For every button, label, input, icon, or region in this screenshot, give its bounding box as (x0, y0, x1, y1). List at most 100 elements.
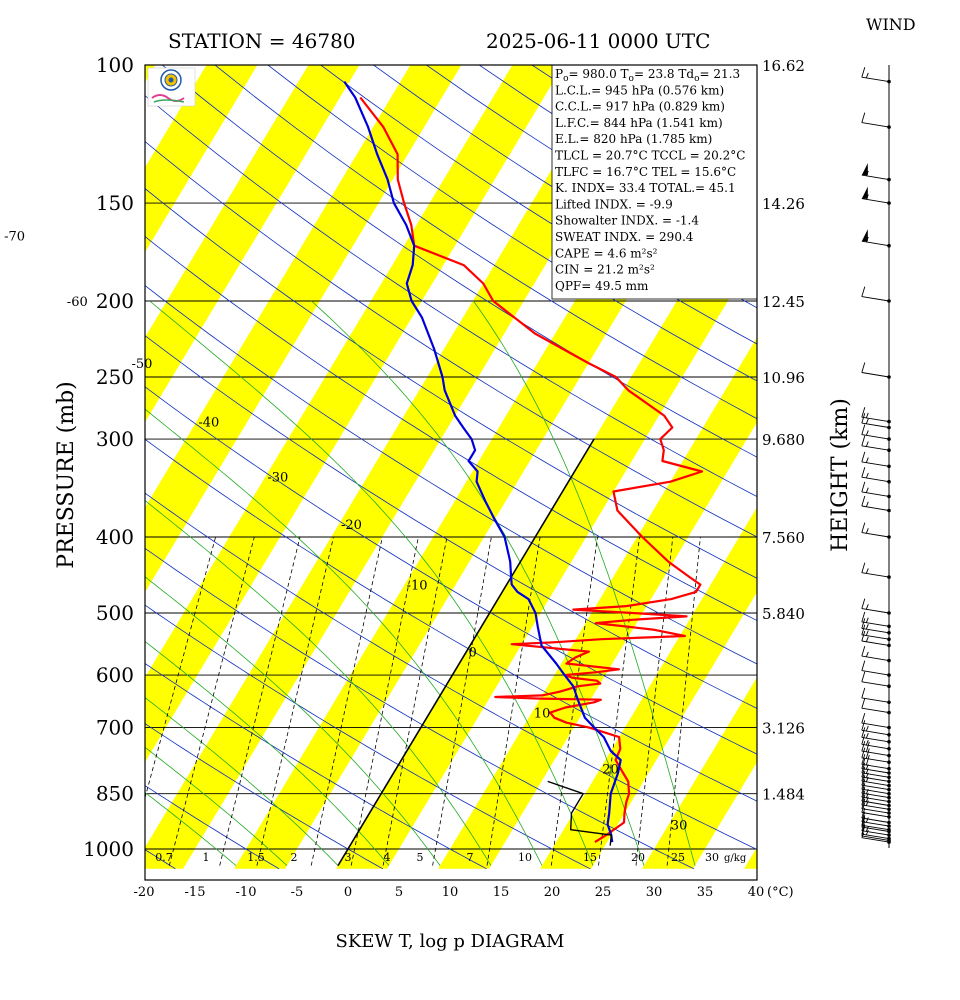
mixing-ratio-label: 20 (631, 851, 645, 864)
wind-barb-feather (861, 734, 866, 745)
wind-barb-staff (861, 800, 890, 806)
wind-barb-staff (861, 788, 890, 795)
moist-adiabat-line (145, 500, 492, 866)
isotherm-band (145, 65, 258, 253)
dry-adiabat-line (267, 65, 757, 382)
dry-adiabat-line (145, 335, 757, 709)
wind-barb-feather (861, 790, 866, 802)
wind-barb-staff (861, 634, 890, 640)
dry-adiabat-line (145, 785, 280, 870)
isotherm-label: -60 (67, 295, 88, 310)
wind-barb-feather (861, 481, 866, 493)
temperature-tick-label: 0 (344, 885, 352, 900)
wind-barb-feather (861, 407, 866, 418)
chart-grid (145, 65, 757, 870)
wind-barb-feather (861, 660, 866, 671)
sounding-line (343, 80, 622, 843)
mixing-ratio-label: 4 (384, 851, 391, 864)
wind-barb-half-feather (865, 528, 869, 534)
wind-barb-staff (861, 532, 890, 538)
wind-barb-feather (861, 467, 866, 478)
wind-barb-feather (861, 720, 866, 731)
info-line-cape: CAPE = 4.6 m²s² (555, 246, 658, 260)
pressure-tick-label: 100 (96, 53, 134, 77)
dry-adiabat-line (145, 547, 695, 870)
info-box (551, 64, 758, 300)
wind-barb-feather (861, 618, 866, 629)
wind-barb-staff (861, 837, 890, 843)
temperature-tick-label: -5 (291, 885, 304, 900)
dry-adiabat-line (145, 188, 757, 579)
isotherm-band (540, 507, 757, 869)
wind-barb-feather (861, 815, 866, 826)
wind-barb-feather (861, 424, 866, 435)
mixing-ratio-label: 1 (203, 851, 210, 864)
info-line-ccl: C.C.L.= 917 hPa (0.829 km) (555, 100, 725, 114)
info-line-tlfc: TLFC = 16.7°C TEL = 15.6°C (555, 165, 736, 179)
pressure-tick-label: 400 (96, 525, 134, 549)
height-axis-label: HEIGHT (km) (828, 398, 853, 552)
info-line-showalter: Showalter INDX. = -1.4 (555, 214, 699, 228)
wind-barb-feather (861, 786, 866, 798)
wind-barb-staff (861, 434, 890, 440)
wind-barb-staff (861, 796, 890, 803)
wind-barb-feather (861, 522, 866, 533)
sounding-line (359, 96, 704, 844)
wind-barb-feather (861, 794, 866, 806)
isotherm-label: -10 (407, 579, 428, 594)
wind-barb-half-feather (865, 604, 869, 610)
mixing-ratio-line (219, 536, 301, 866)
mixing-ratio-line (598, 536, 640, 866)
wind-title: WIND (866, 15, 916, 34)
isotherm-band (145, 65, 462, 593)
datetime-label: 2025-06-11 0000 UTC (486, 29, 710, 53)
mixing-ratio-line (168, 536, 255, 866)
wind-barb-half-feather (865, 800, 869, 806)
moist-adiabat-line (145, 576, 441, 866)
mixing-ratio-line (635, 536, 674, 866)
pressure-tick-label: 200 (96, 289, 134, 313)
wind-barb-feather (861, 687, 866, 699)
sounding-line (547, 780, 612, 846)
wind-barb-half-feather (865, 430, 869, 436)
pressure-tick-label: 250 (96, 365, 134, 389)
pressure-tick-label: 300 (96, 427, 134, 451)
height-tick-label: 9.680 (762, 431, 805, 449)
pressure-tick-label: 150 (96, 191, 134, 215)
wind-barb-staff (861, 768, 890, 774)
dry-adiabat-line (214, 65, 757, 420)
mixing-ratio-labels: 0.7 1 1.5 2 3 4 5 7 10 15 20 25 30 (155, 851, 719, 864)
info-line-cin: CIN = 21.2 m²s² (555, 263, 655, 277)
wind-barb-staff (861, 445, 890, 451)
wind-barb-feather (865, 748, 870, 759)
temperature-tick-label: 25 (595, 885, 612, 900)
wind-barb-half-feather (865, 739, 869, 746)
moist-adiabat-line (473, 300, 696, 866)
wind-barb-staff (861, 655, 890, 662)
temperature-tick-label: 20 (544, 885, 561, 900)
wind-barb-feather (861, 630, 866, 642)
height-tick-label: 14.26 (762, 195, 805, 213)
wind-barb-staff (861, 608, 890, 614)
wind-barb-feather (861, 802, 866, 813)
wind-barb-half-feather (865, 441, 869, 447)
wind-barb-staff (861, 621, 890, 627)
dry-adiabat-line (145, 492, 757, 850)
wind-barb-feather (861, 624, 866, 635)
wind-barb-staff (861, 670, 890, 676)
temperature-tick-label: 40 (748, 885, 765, 900)
wind-barb-staff (861, 743, 890, 750)
height-tick-label: 10.96 (762, 369, 805, 387)
isotherm-label: 20 (602, 763, 619, 778)
zero-isotherm-line (337, 438, 595, 867)
wind-barb-feather (861, 747, 866, 758)
wind-level-dot (887, 494, 891, 499)
mixing-ratio-label: 2 (291, 851, 298, 864)
wind-barb-staff (861, 729, 890, 736)
height-tick-label: 16.62 (762, 57, 805, 75)
pressure-tick-label: 700 (96, 716, 134, 740)
info-box-text: Po= 980.0 To= 23.8 Tdo= 21.3L.C.L.= 945 … (555, 67, 745, 293)
pressure-tick-label: 600 (96, 663, 134, 687)
wind-barb-feather (861, 740, 866, 752)
temperature-tick-labels: -20 -15 -10 -5 0 5 10 15 20 25 30 35 40 (134, 885, 765, 900)
